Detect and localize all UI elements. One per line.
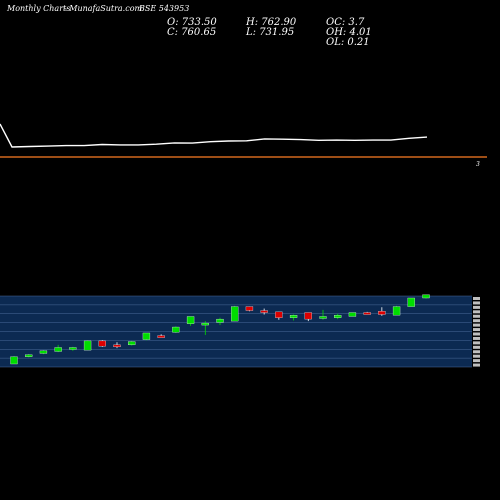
close-value: C: 760.65 — [167, 27, 217, 38]
chart-period-label: Monthly Charts — [7, 4, 71, 13]
candle-body — [275, 311, 283, 318]
price-axis-tick — [473, 314, 480, 318]
price-axis-tick — [473, 301, 480, 305]
candle-body — [289, 315, 298, 318]
candle-body — [186, 316, 195, 324]
candle-body — [363, 312, 371, 315]
candle-body — [142, 332, 151, 340]
price-axis-tick — [473, 350, 480, 354]
candle-body — [128, 341, 136, 346]
candle-body — [39, 350, 48, 354]
candle-body — [260, 310, 268, 313]
price-axis-tick — [473, 310, 480, 314]
candle-body — [69, 347, 77, 350]
candle-body — [201, 322, 209, 326]
price-axis-tick — [473, 336, 480, 340]
candle-body — [334, 315, 342, 318]
candle-body — [172, 326, 180, 333]
candle-body — [378, 311, 386, 315]
candle-body — [157, 335, 165, 338]
candle-body — [319, 316, 327, 319]
price-axis-tick — [473, 297, 480, 300]
price-axis-tick — [473, 323, 480, 327]
price-axis-tick — [473, 332, 480, 336]
price-axis-tick — [473, 359, 480, 363]
candles — [10, 294, 430, 365]
oc-value: OC: 3.7 — [326, 17, 365, 28]
low-value: L: 731.95 — [246, 27, 295, 38]
candle-body — [392, 306, 401, 316]
price-axis-tick — [473, 345, 480, 349]
candle-body — [231, 306, 239, 322]
price-axis-tick — [473, 354, 480, 358]
candle-body — [216, 318, 224, 323]
oh-value: OH: 4.01 — [326, 27, 372, 38]
reference-line-label: 3 — [476, 161, 480, 168]
ol-value: OL: 0.21 — [326, 37, 370, 48]
candle-body — [54, 347, 62, 352]
candle-body — [113, 344, 121, 348]
candle-body — [304, 312, 312, 320]
candle-body — [83, 340, 92, 351]
price-axis-tick — [473, 363, 480, 367]
symbol-label: BSE 543953 — [139, 4, 190, 13]
candle-body — [245, 306, 254, 311]
price-line — [0, 123, 428, 148]
candle-body — [422, 294, 430, 299]
price-axis-tick — [473, 319, 480, 323]
price-axis-tick — [473, 341, 480, 345]
site-name: - MunafaSutra.com — [64, 4, 143, 13]
candle-body — [25, 354, 33, 357]
candle-body — [98, 340, 106, 347]
price-axis-labels — [473, 297, 480, 367]
price-axis-tick — [473, 305, 480, 309]
open-value: O: 733.50 — [167, 17, 217, 28]
high-value: H: 762.90 — [246, 17, 297, 28]
candle-body — [348, 312, 357, 317]
candle-body — [407, 297, 415, 307]
price-axis-tick — [473, 328, 480, 332]
candle-body — [10, 356, 18, 365]
